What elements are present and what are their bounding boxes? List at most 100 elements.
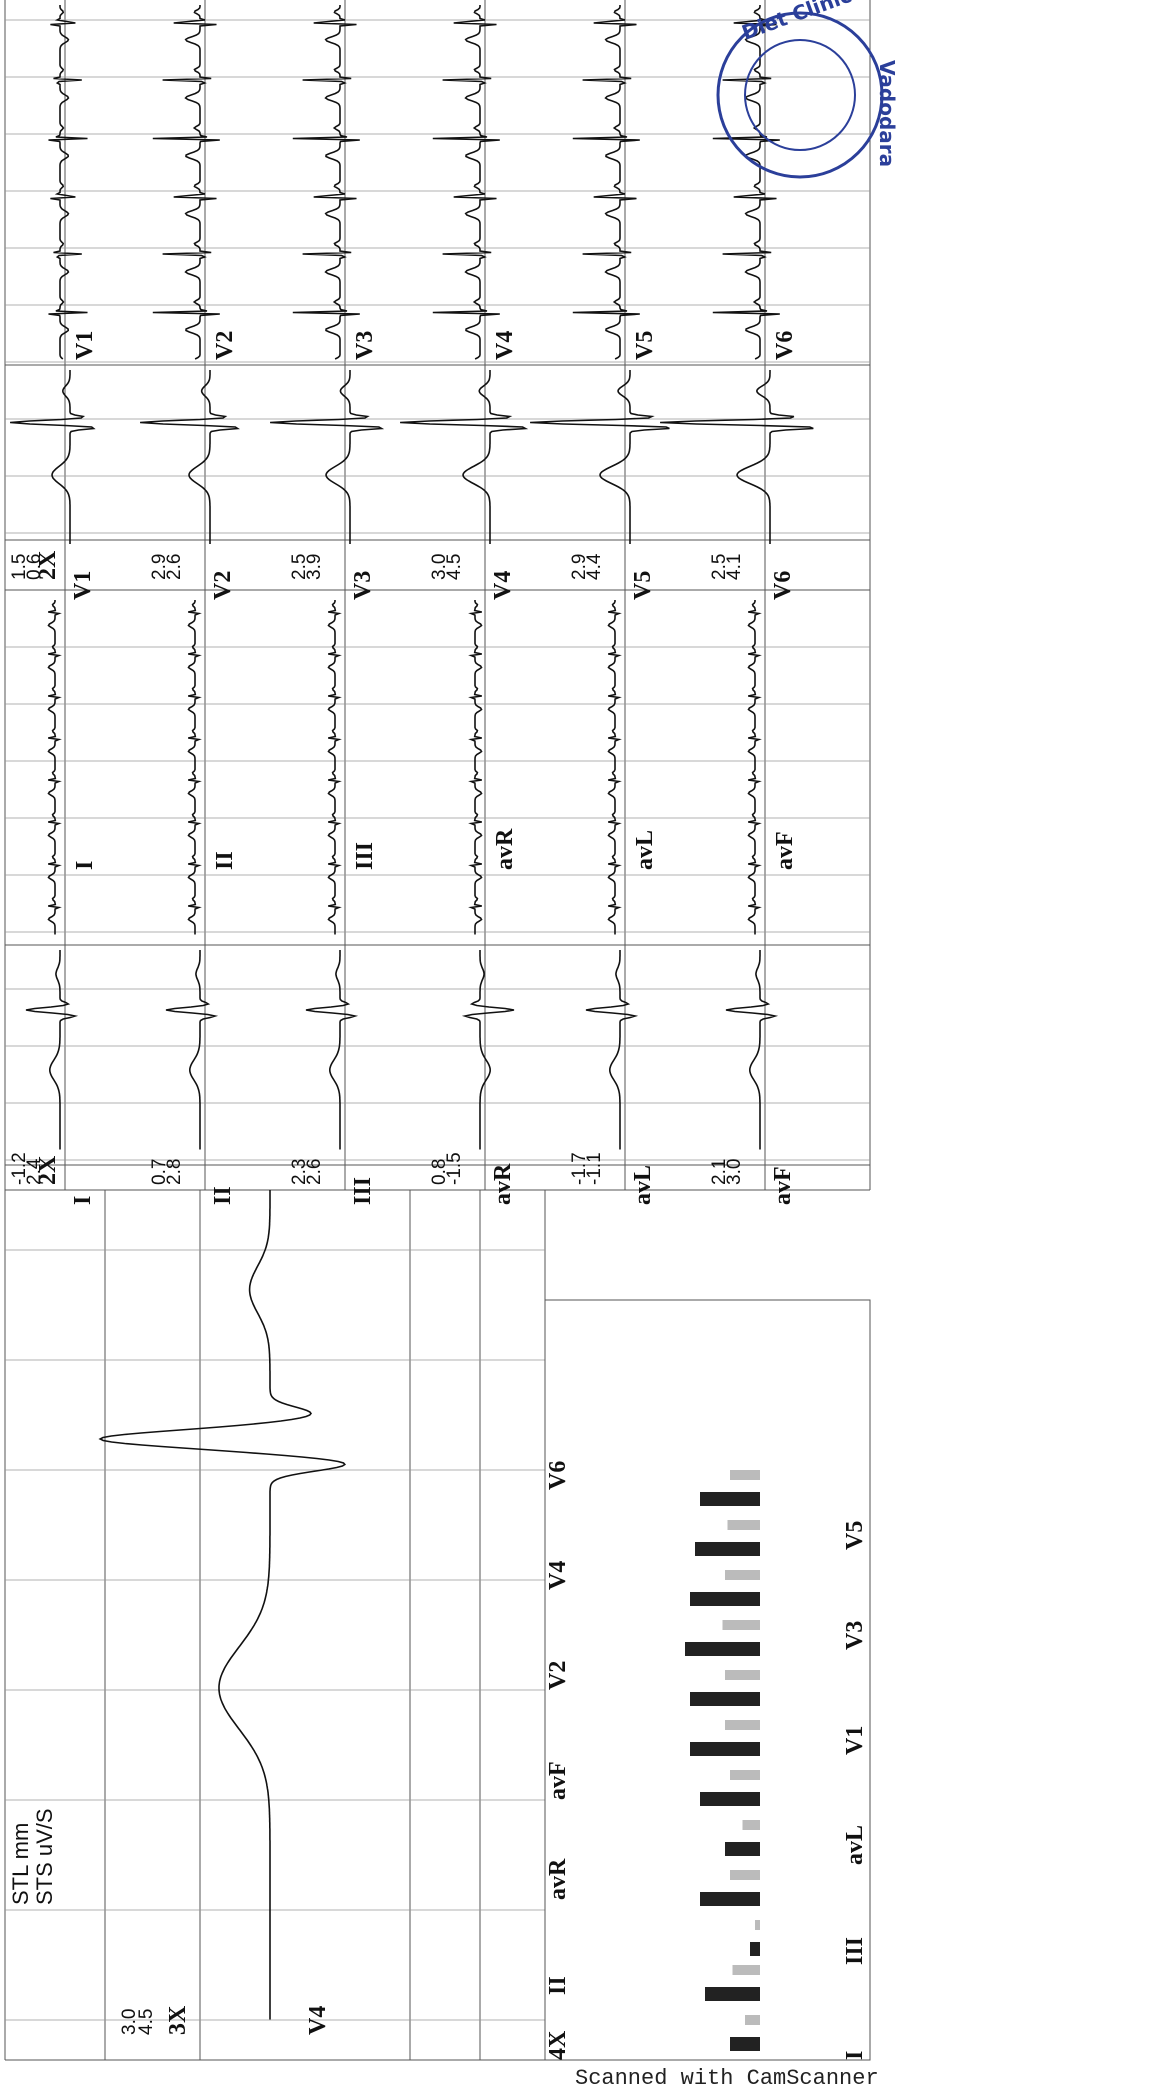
st-bar — [700, 1492, 760, 1506]
ecg-trace — [292, 5, 360, 360]
st-chart-frame — [544, 1299, 871, 2061]
lead-label: II — [210, 1186, 236, 1205]
sts-value: 4.5 — [444, 554, 465, 580]
strip-label: V3 — [352, 331, 378, 360]
strip-label: V2 — [212, 331, 238, 360]
lead-label: V2 — [210, 571, 236, 600]
stl-header: STL mm — [8, 1823, 33, 1905]
lead-label: V5 — [630, 571, 656, 600]
strip-label: avF — [772, 831, 798, 870]
magnified-stl: 3.0 — [119, 2009, 140, 2035]
lead-label: I — [70, 1196, 96, 1205]
ecg-trace — [10, 370, 96, 544]
strip-label: I — [72, 861, 98, 870]
st-label: V5 — [842, 1521, 868, 1550]
st-chart-gain: 4X — [545, 2030, 571, 2060]
st-label: V4 — [545, 1561, 571, 1590]
st-bar — [730, 2037, 760, 2051]
sts-value: 3.0 — [724, 1159, 745, 1185]
st-bar — [690, 1742, 760, 1756]
sts-value: 4.1 — [724, 554, 745, 580]
st-bar-shade — [722, 1620, 760, 1630]
gain: 2X — [35, 550, 61, 580]
st-bar — [750, 1942, 760, 1956]
st-bars — [685, 1470, 760, 2051]
st-bar — [700, 1892, 760, 1906]
st-label: V6 — [545, 1461, 571, 1490]
traces — [10, 5, 814, 2020]
st-bar — [725, 1842, 760, 1856]
st-bar — [705, 1987, 760, 2001]
lead-label: avR — [490, 1163, 516, 1205]
ecg-trace — [305, 950, 359, 1150]
sts-value: 3.9 — [304, 554, 325, 580]
strip-label: III — [352, 842, 378, 870]
lead-label: avL — [630, 1165, 656, 1205]
st-label: avF — [545, 1761, 571, 1800]
st-bar-shade — [732, 1965, 760, 1975]
stl-value: 2.5 — [289, 554, 310, 580]
st-bar — [700, 1792, 760, 1806]
ecg-trace — [461, 950, 515, 1150]
ecg-trace — [140, 370, 240, 544]
lead-label: V3 — [350, 571, 376, 600]
st-bar-shade — [727, 1520, 760, 1530]
stl-value: 2.3 — [289, 1159, 310, 1185]
stl-value: 2.5 — [709, 554, 730, 580]
lead-label: V1 — [70, 571, 96, 600]
sts-value: 2.8 — [164, 1159, 185, 1185]
sts-value: 2.6 — [164, 554, 185, 580]
ecg-trace — [712, 5, 780, 360]
lead-label: III — [350, 1177, 376, 1205]
ecg-trace — [607, 600, 622, 935]
stl-value: 3.0 — [429, 554, 450, 580]
ecg-trace — [747, 600, 762, 935]
st-label: avR — [545, 1858, 571, 1900]
ecg-trace — [432, 5, 500, 360]
st-bar-shade — [730, 1770, 760, 1780]
st-bar-shade — [730, 1470, 760, 1480]
strip-label: II — [212, 851, 238, 870]
gain: 2X — [35, 1155, 61, 1185]
st-bar — [685, 1642, 760, 1656]
stl-value: 2.9 — [149, 554, 170, 580]
sts-header: STS uV/S — [32, 1808, 57, 1905]
stl-value: -1.7 — [569, 1152, 590, 1185]
st-label: avL — [842, 1825, 868, 1865]
st-bar-shade — [725, 1570, 760, 1580]
strip-label: V1 — [72, 331, 98, 360]
stamp — [716, 11, 884, 179]
lead-label: V4 — [490, 571, 516, 600]
strip-label: V5 — [632, 331, 658, 360]
stl-value: -1.2 — [9, 1152, 30, 1185]
sts-value: 2.6 — [304, 1159, 325, 1185]
sts-value: -1.5 — [444, 1152, 465, 1185]
stl-value: 0.8 — [429, 1159, 450, 1185]
st-bar-shade — [745, 2015, 760, 2025]
st-bar-shade — [755, 1920, 760, 1930]
ecg-trace — [530, 370, 670, 544]
st-label: III — [842, 1937, 868, 1965]
ecg-trace — [725, 950, 779, 1150]
st-bar-shade — [725, 1720, 760, 1730]
stamp-inner — [744, 39, 856, 151]
ecg-trace — [585, 950, 639, 1150]
st-label: V1 — [842, 1726, 868, 1755]
magnified-lead: V4 — [305, 2006, 331, 2035]
footer: Scanned with CamScanner — [575, 2066, 879, 2090]
stl-value: 2.9 — [569, 554, 590, 580]
ecg-trace — [270, 370, 385, 544]
ecg-trace — [572, 5, 640, 360]
st-bar-shade — [742, 1820, 760, 1830]
stl-value: 0.7 — [149, 1159, 170, 1185]
stamp-ring — [716, 11, 884, 179]
sts-value: -1.1 — [584, 1152, 605, 1185]
ecg-trace — [152, 5, 220, 360]
sts-value: 4.4 — [584, 553, 605, 580]
sts-value: 2.4 — [24, 1158, 45, 1185]
ecg-trace — [25, 950, 79, 1150]
sts-value: 0.6 — [24, 554, 45, 580]
magnified-gain: 3X — [165, 2005, 191, 2035]
st-bar — [690, 1692, 760, 1706]
magnified-sts: 4.5 — [136, 2009, 157, 2035]
